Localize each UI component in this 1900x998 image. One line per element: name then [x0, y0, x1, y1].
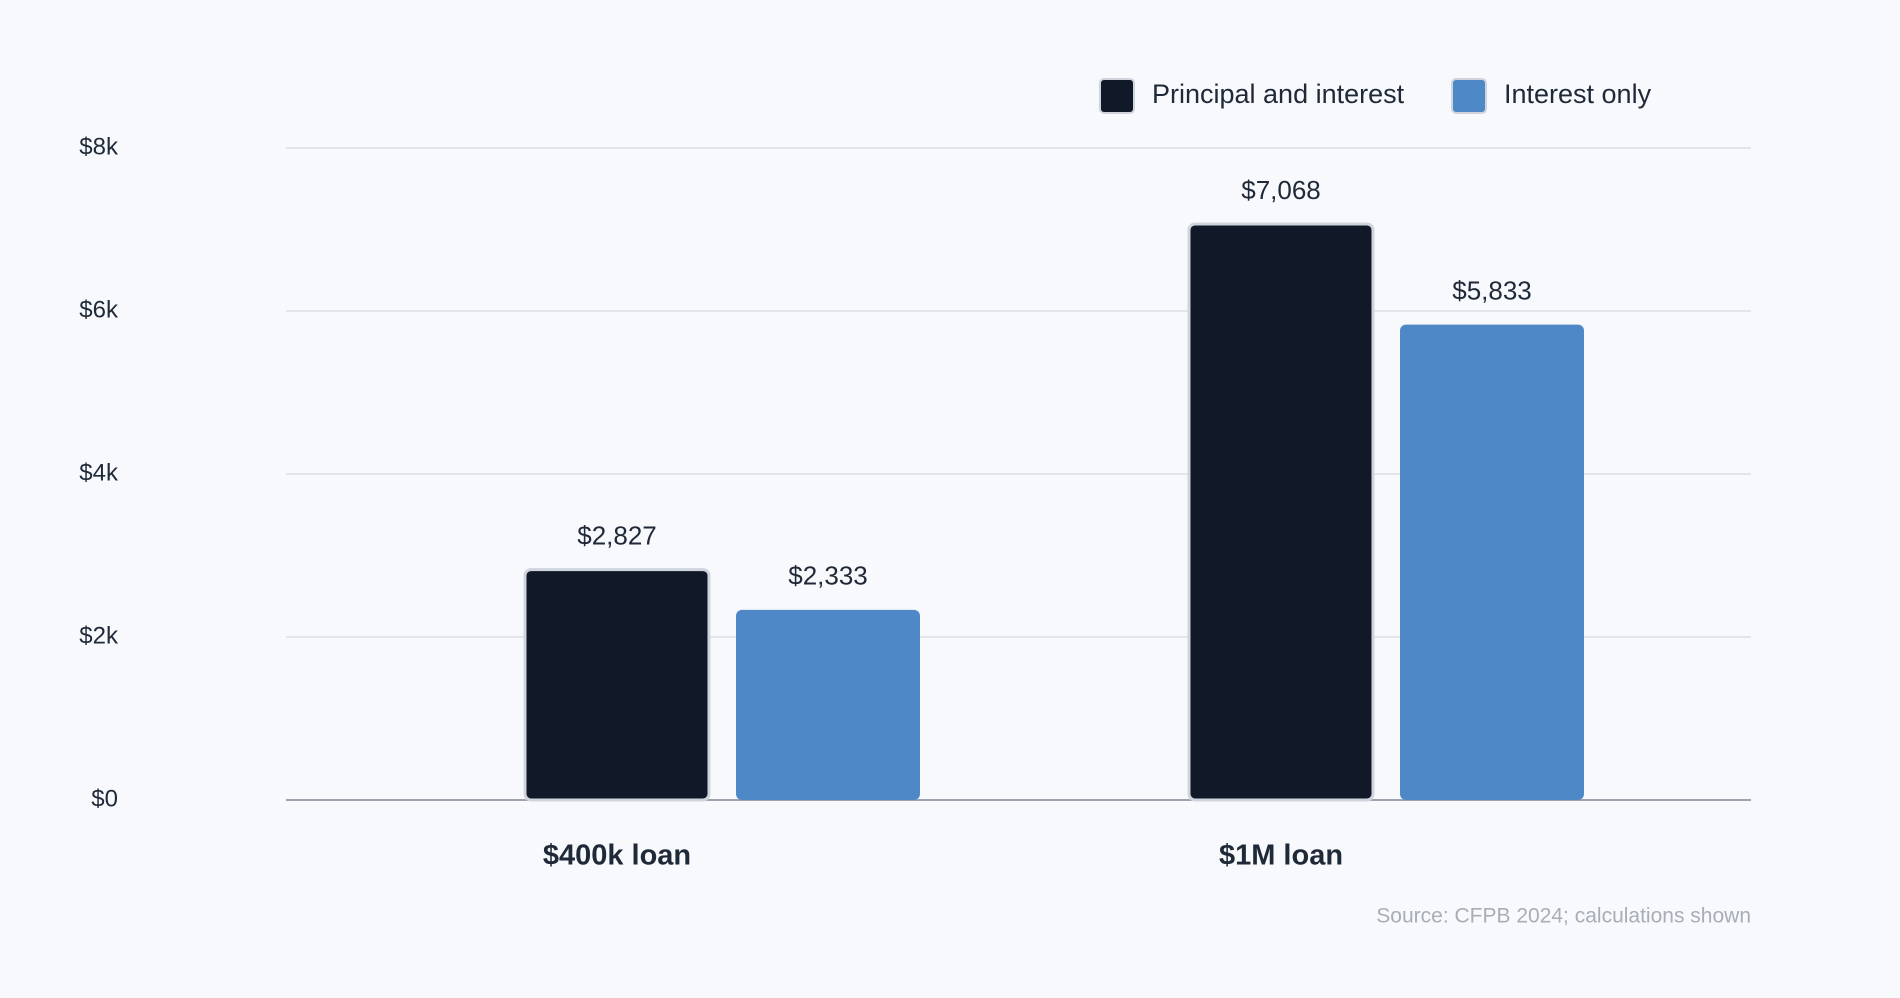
legend-swatch	[1099, 78, 1135, 114]
bar	[523, 568, 711, 802]
value-label: $5,833	[1452, 275, 1532, 305]
value-label: $2,827	[577, 520, 657, 550]
y-tick-label: $4k	[79, 459, 119, 486]
legend-label: Principal and interest	[1152, 79, 1405, 109]
x-tick-label: $1M loan	[1219, 840, 1343, 872]
y-tick-label: $2k	[79, 622, 119, 649]
bar	[1400, 324, 1584, 800]
legend-label: Interest only	[1504, 79, 1652, 109]
y-tick-label: $0	[91, 785, 118, 812]
legend-swatch	[1451, 78, 1487, 114]
value-label: $2,333	[788, 561, 868, 591]
bar	[1187, 222, 1375, 802]
y-tick-label: $8k	[79, 133, 119, 160]
bar	[736, 609, 920, 800]
source-note: Source: CFPB 2024; calculations shown	[1376, 905, 1751, 928]
value-label: $7,068	[1241, 175, 1321, 205]
y-tick-label: $6k	[79, 296, 119, 323]
x-tick-label: $400k loan	[543, 840, 691, 872]
